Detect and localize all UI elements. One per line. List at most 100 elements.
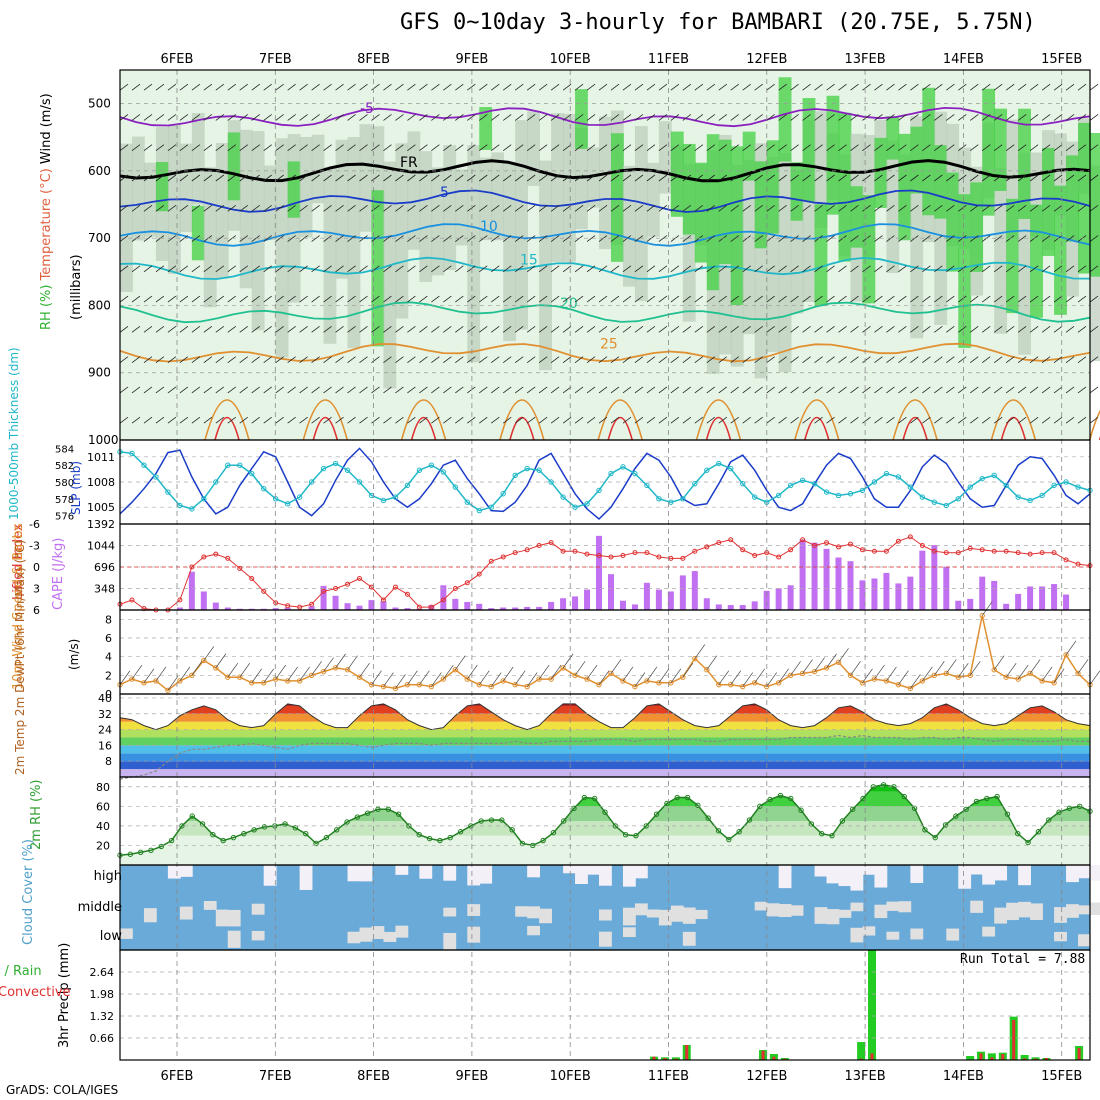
rh-line-point [819,831,825,837]
wind-barb [311,83,320,91]
wind-barb [718,235,728,242]
wind-barb [443,326,452,333]
wind-barb [981,326,991,333]
wind-barb [586,416,596,424]
wind-barb [610,386,620,394]
wind-barb [766,672,777,687]
wind-barb [299,295,308,303]
rh-line-point [550,830,557,836]
rh-line-point [540,837,546,844]
wind-barb [347,83,356,91]
wind-line-point [296,678,303,684]
wind-barb [1029,144,1039,152]
wind-barb [395,295,404,303]
wind-barb [1053,386,1063,394]
wind-barb [778,144,787,152]
temp-contour [499,399,545,441]
wind-barb [862,295,871,303]
wind-barb [1005,265,1015,273]
wind-barb [670,416,680,424]
wind-barb [455,174,464,182]
wind-line-point [165,687,171,693]
wind-barb [574,356,584,363]
wind-barb [275,174,284,182]
wind-line-point [871,676,878,682]
lifted-point [919,543,925,548]
rh-band [131,136,145,241]
thickness-line-point [1039,492,1045,499]
wind-barb [682,204,692,212]
wind-barb [431,265,440,273]
thickness-line-point [356,479,363,485]
chart-title: GFS 0~10day 3-hourly for BAMBARI (20.75E… [400,10,1036,35]
wind-line-point [740,683,746,690]
wind-barb [131,386,141,394]
wind-barb [407,235,416,242]
rh-line-point [426,835,433,842]
wind-barb [646,83,656,91]
lifted-point [476,571,482,577]
wind-barb [275,386,284,394]
wind-barb [215,326,225,333]
wind-barb [263,174,272,182]
lifted-point [716,540,722,546]
wind-barb [886,386,895,394]
cape-bar [308,606,315,610]
wind-barb [407,416,416,424]
wind-barb [586,356,596,363]
wind-barb [766,265,775,273]
cape-bar [1039,586,1046,610]
wind-line-point [392,685,399,692]
wind-barb [922,356,931,363]
rh-line-point [303,831,309,837]
wind-barb [562,386,572,394]
lifted-point [1039,550,1045,556]
cloud-gap [958,865,972,889]
wind-barb [526,204,536,212]
wind-barb [742,204,751,212]
wind-barb [323,114,332,121]
wind-barb [335,416,344,424]
wind-barb [443,235,452,242]
wind-barb [682,295,692,303]
wind-barb [850,326,859,333]
wind-barb [419,265,428,273]
wind-barb [586,295,596,303]
wind-barb [742,83,751,91]
wind-barb [263,114,272,121]
rh-line-point [963,806,969,812]
cloud-gap [251,903,265,915]
rh-line-point [798,807,804,813]
wind-barb [718,386,728,394]
rh-line-point [210,831,216,838]
wind-barb [383,326,392,333]
thickness-line-point [476,507,482,514]
precip-legend-convective: Convective [0,985,71,1000]
wind-barb [1041,265,1051,273]
temp-contour [119,189,1091,213]
temp-contour [990,399,1037,441]
cloud-gap [814,907,828,924]
wind-barb [898,416,907,424]
wind-barb [730,670,742,685]
wind-barb [502,144,512,152]
rh-line-point [684,794,691,801]
wind-barb [646,265,656,273]
rh-line-point [994,793,1000,800]
wind-barb [383,114,392,121]
precip-tick-label: 1.98 [90,988,115,1001]
wind-barb [239,265,248,273]
precip-conv-bar [1012,1020,1016,1060]
wind-barb [742,386,751,394]
wind-barb [838,326,847,333]
wind-barb [299,265,308,273]
wind-barb [1017,356,1027,363]
wind-barb [191,83,201,91]
rh-line-point [313,840,319,847]
wind-barb [598,356,608,363]
wind-barb [407,204,416,212]
wind-barb [443,144,452,152]
thickness-line-point [835,492,842,499]
cape-bar [536,606,543,610]
cloud-ylabel: Cloud Cover (%) [21,839,36,945]
